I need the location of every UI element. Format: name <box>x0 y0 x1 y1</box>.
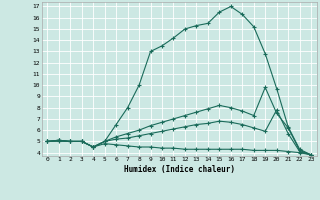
X-axis label: Humidex (Indice chaleur): Humidex (Indice chaleur) <box>124 165 235 174</box>
